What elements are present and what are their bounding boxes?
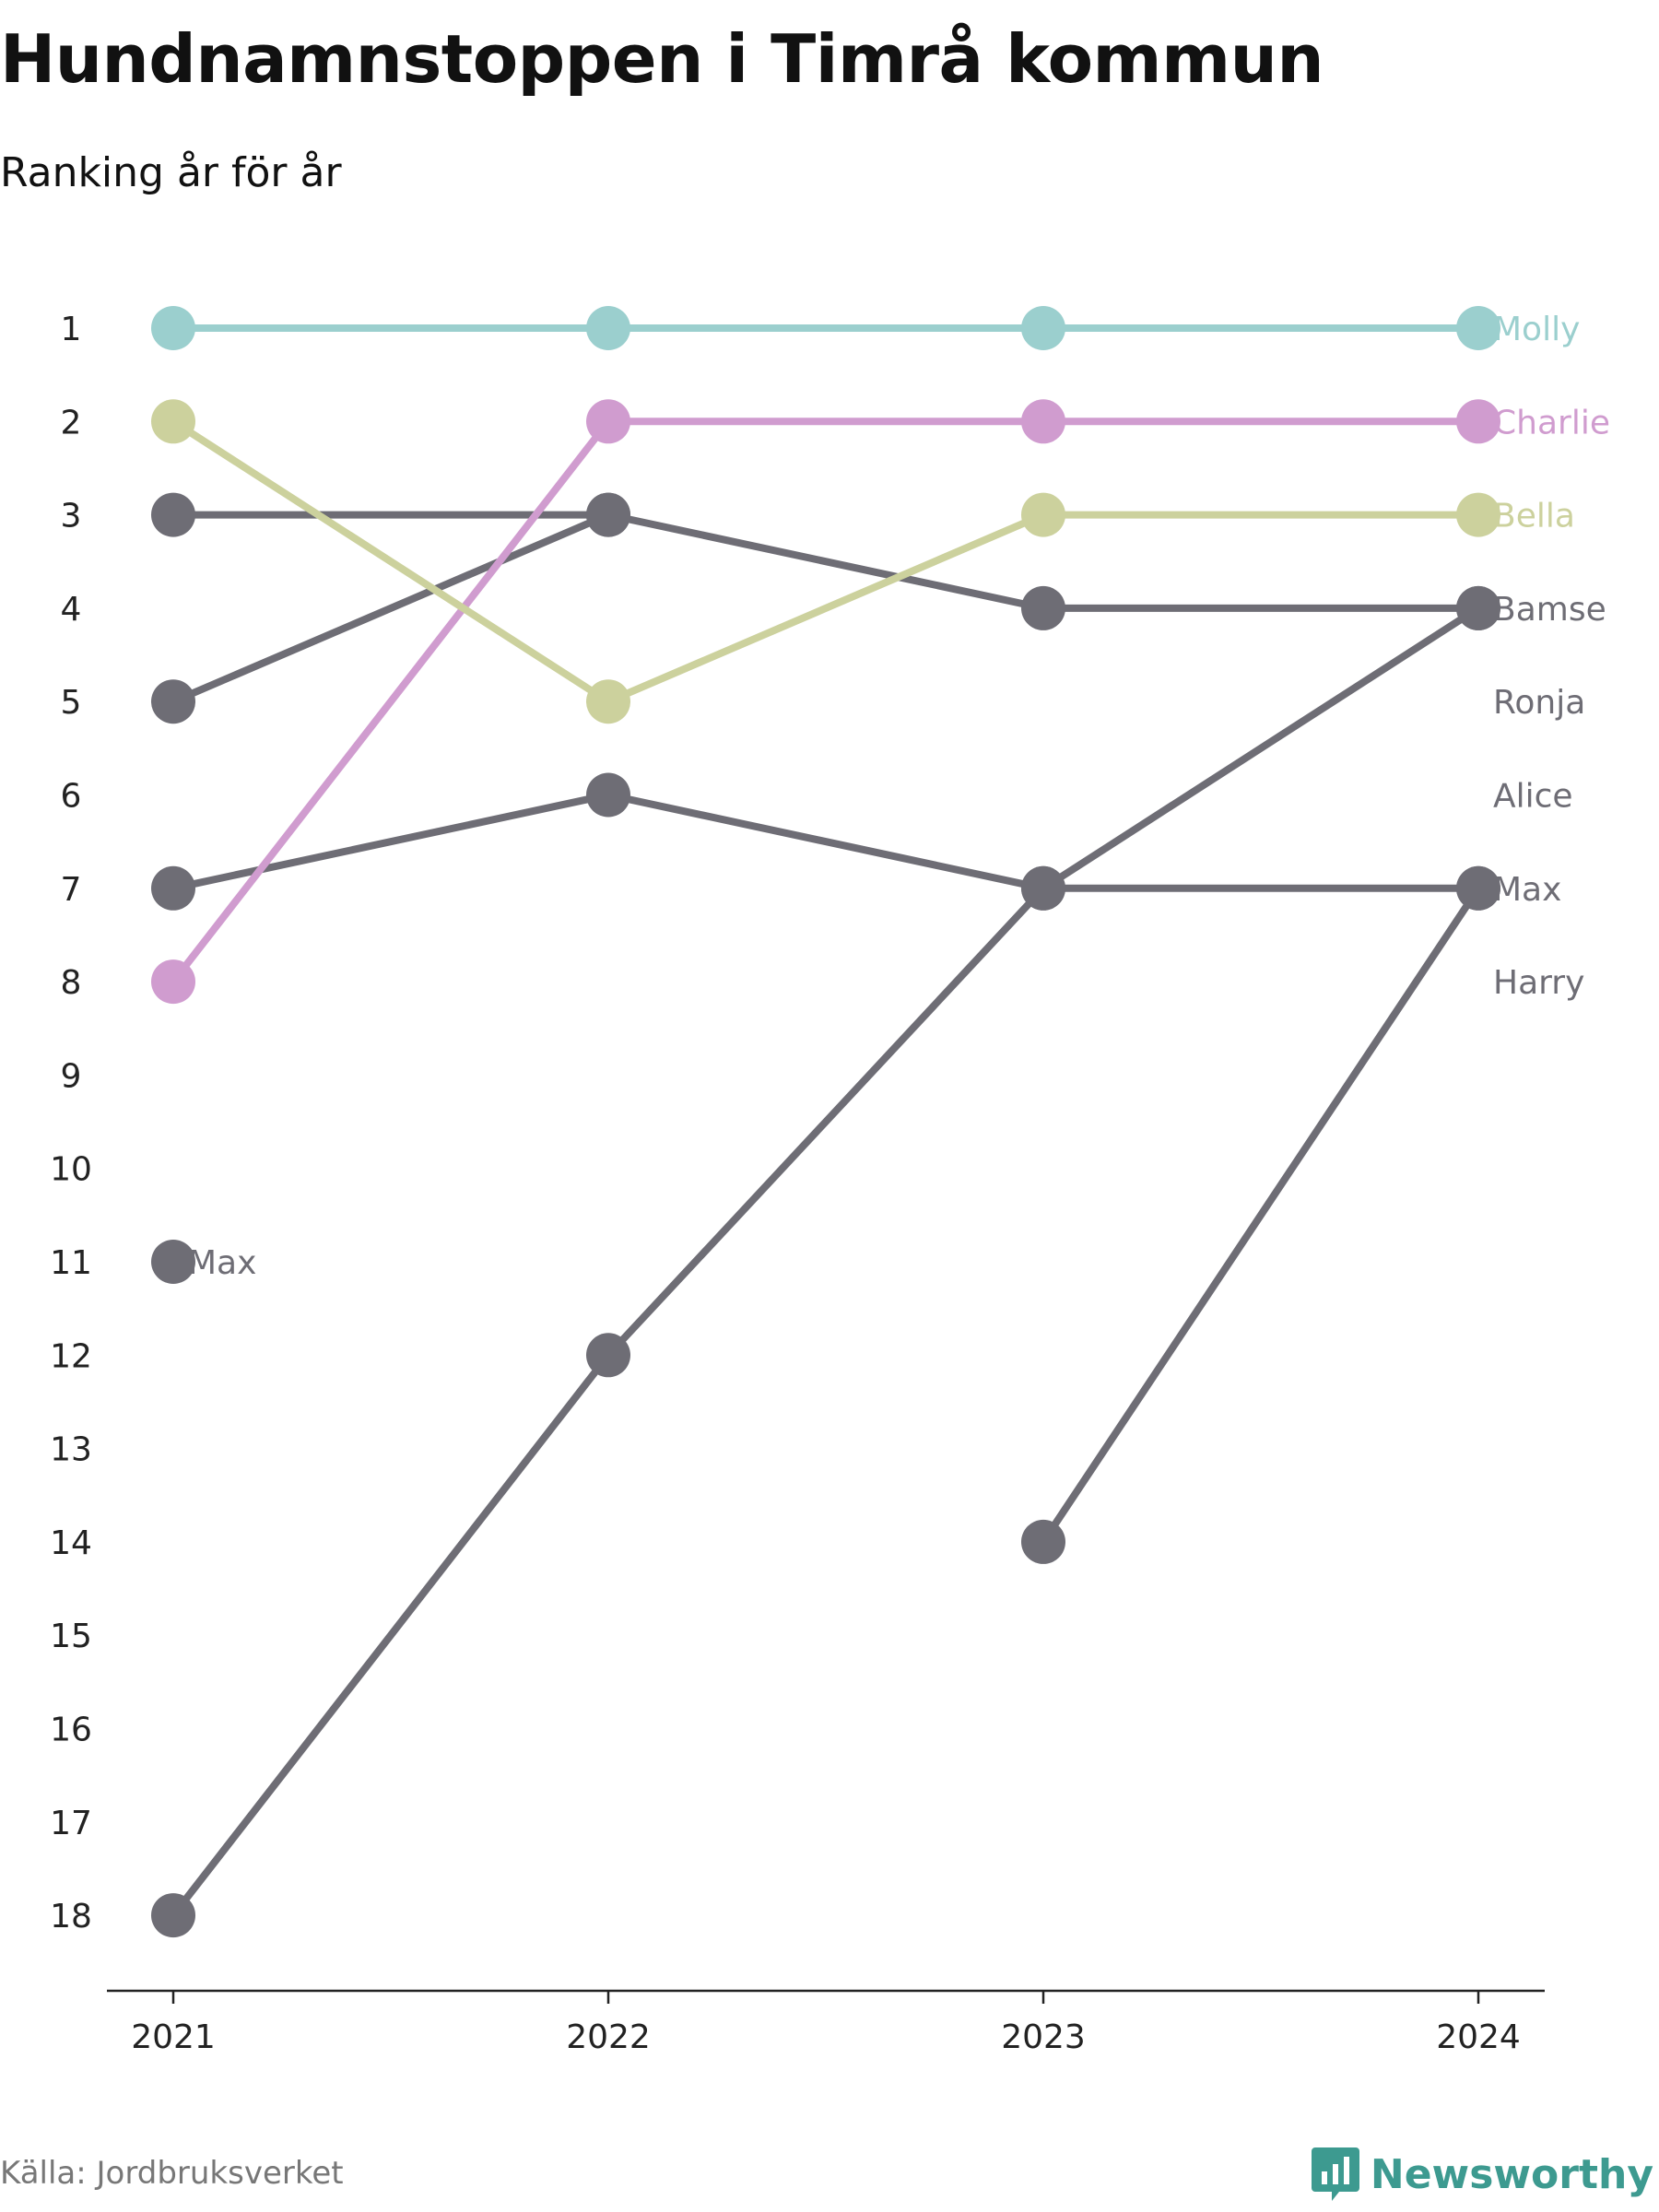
series-points [151, 306, 1500, 1938]
series-point-harry[interactable] [1456, 585, 1500, 630]
y-tick-label: 16 [50, 1712, 92, 1749]
series-point-unnamed[interactable] [1021, 1519, 1065, 1564]
series-line-bamse [173, 511, 1478, 612]
end-label-max: Max [1493, 871, 1561, 909]
y-tick-label: 17 [50, 1805, 92, 1842]
bar-chart-speech-bubble-icon [1311, 2147, 1359, 2201]
y-tick-label: 1 [61, 311, 82, 348]
brand-name: Newsworthy [1370, 2150, 1653, 2198]
x-tick-label: 2024 [1436, 2018, 1521, 2056]
end-label-molly: Molly [1493, 311, 1580, 348]
series-point-unnamed[interactable] [1456, 865, 1500, 911]
brand-logo[interactable]: Newsworthy [1311, 2147, 1653, 2201]
y-tick-label: 10 [50, 1151, 92, 1189]
series-lines [170, 324, 1482, 1918]
series-labels: Molly Charlie Bella Bamse Ronja Alice Max Harry… [188, 311, 1610, 1282]
series-line-charlie [170, 418, 1478, 984]
series-point-charlie[interactable] [151, 959, 195, 1005]
series-point-alice[interactable] [151, 865, 195, 911]
series-point-harry[interactable] [151, 1893, 195, 1938]
series-line-harry [170, 605, 1481, 1918]
series-point-harry[interactable] [586, 1333, 630, 1378]
series-point-charlie[interactable] [586, 399, 630, 444]
axes: 2021 2022 2023 2024123456789101112131415161… [50, 311, 1545, 2056]
series-point-ronja[interactable] [586, 492, 630, 537]
series-point-bella[interactable] [1456, 492, 1500, 537]
x-tick-label: 2021 [131, 2018, 216, 2056]
y-tick-label: 5 [61, 684, 82, 722]
start-label-max: Max [188, 1244, 256, 1282]
x-tick-label: 2022 [566, 2018, 651, 2056]
y-tick-label: 11 [50, 1244, 92, 1282]
x-tick-label: 2023 [1001, 2018, 1086, 2056]
series-line-unnamed [1040, 886, 1482, 1545]
y-tick-label: 2 [61, 404, 82, 441]
y-tick-label: 4 [61, 591, 82, 629]
y-tick-label: 3 [61, 498, 82, 535]
y-tick-label: 12 [50, 1337, 92, 1375]
chart-subtitle: Ranking år för år [0, 149, 342, 196]
series-point-molly[interactable] [151, 306, 195, 350]
end-label-bamse: Bamse [1493, 591, 1606, 629]
end-label-alice: Alice [1493, 778, 1573, 816]
y-tick-label: 7 [61, 871, 82, 909]
series-line-alice [172, 791, 1478, 892]
series-point-ronja[interactable] [151, 679, 195, 724]
series-point-max[interactable] [151, 1240, 195, 1284]
end-label-harry: Harry [1493, 964, 1584, 1002]
series-point-bella[interactable] [151, 399, 195, 444]
series-point-bella[interactable] [586, 679, 630, 724]
end-label-ronja: Ronja [1493, 684, 1585, 722]
chart-title: Hundnamnstoppen i Timrå kommun [0, 20, 1324, 98]
end-label-bella: Bella [1493, 498, 1575, 535]
series-point-harry[interactable] [1021, 865, 1065, 911]
series-line-bella [171, 418, 1478, 706]
series-point-charlie[interactable] [1456, 399, 1500, 444]
y-tick-label: 9 [61, 1057, 82, 1095]
series-point-bamse[interactable] [151, 492, 195, 537]
series-point-charlie[interactable] [1021, 399, 1065, 444]
y-tick-label: 13 [50, 1431, 92, 1469]
source-note: Källa: Jordbruksverket [0, 2155, 344, 2192]
series-point-molly[interactable] [586, 306, 630, 350]
series-point-molly[interactable] [1456, 306, 1500, 350]
bump-chart: 2021 2022 2023 2024123456789101112131415161… [50, 306, 1610, 2056]
y-tick-label: 8 [61, 964, 82, 1002]
end-label-charlie: Charlie [1493, 404, 1610, 441]
series-point-bella[interactable] [1021, 492, 1065, 537]
y-tick-label: 15 [50, 1618, 92, 1655]
series-point-molly[interactable] [1021, 306, 1065, 350]
series-line-ronja [171, 511, 610, 705]
y-tick-label: 6 [61, 778, 82, 816]
series-point-alice[interactable] [586, 772, 630, 818]
y-tick-label: 14 [50, 1524, 92, 1562]
series-point-bamse[interactable] [1021, 585, 1065, 630]
y-tick-label: 18 [50, 1898, 92, 1936]
